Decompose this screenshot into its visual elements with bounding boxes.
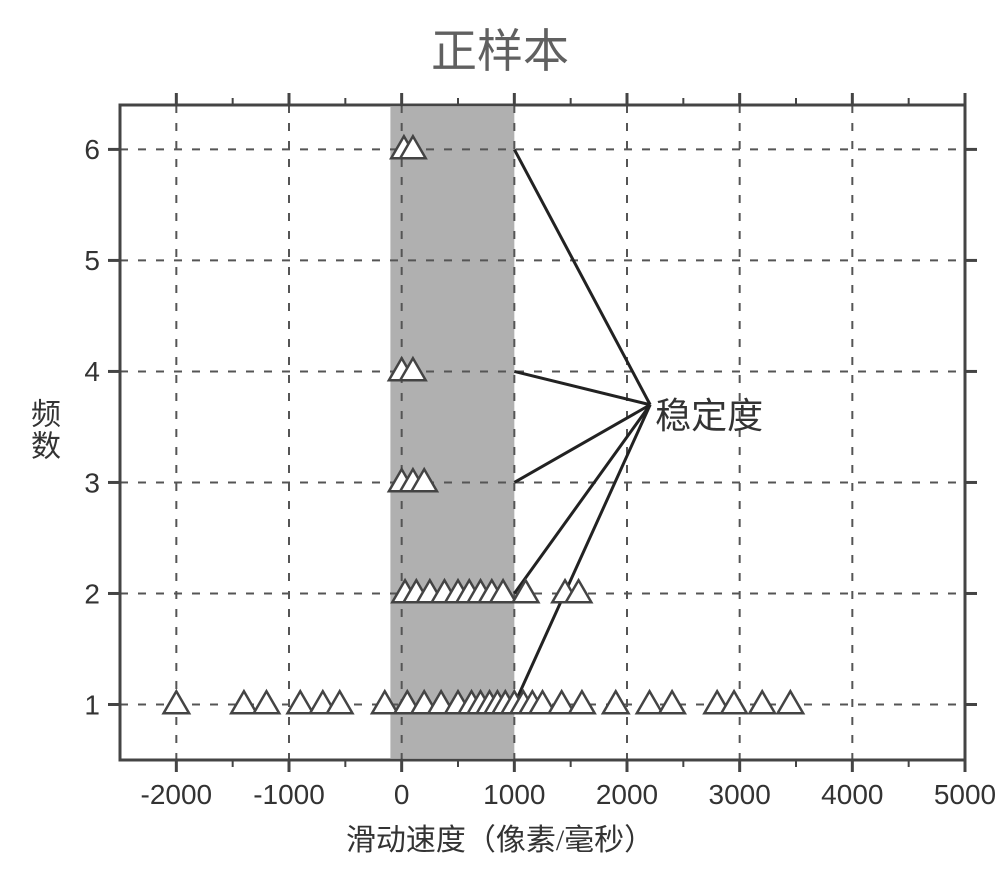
xtick-label: 4000 [821,779,883,810]
data-marker [327,691,353,713]
data-marker [254,691,280,713]
chart-container: 正样本 频数 滑动速度（像素/毫秒） 稳定度 -2000 -1000 0 1000 20… [0,0,1000,870]
data-marker [603,691,629,713]
ytick-label: 6 [84,134,100,165]
annotation-line [514,371,650,404]
data-marker [659,691,685,713]
xtick-label: -1000 [253,779,325,810]
x-axis-label: 滑动速度（像素/毫秒） [0,815,1000,859]
annotation-label: 稳定度 [655,387,763,439]
data-marker [637,691,663,713]
xtick-label: 0 [394,779,410,810]
xtick-label: 3000 [709,779,771,810]
chart-title: 正样本 [0,15,1000,81]
xtick-label: 2000 [596,779,658,810]
data-marker [231,691,257,713]
data-marker [164,691,190,713]
ytick-label: 3 [84,467,100,498]
data-marker [721,691,747,713]
ytick-label: 5 [84,245,100,276]
data-marker [749,691,775,713]
data-marker [569,691,595,713]
ytick-label: 1 [84,689,100,720]
data-marker [778,691,804,713]
annotation-line [514,405,650,705]
annotation-line [514,405,650,594]
xtick-label: 5000 [934,779,996,810]
y-axis-label: 频数 [20,398,64,462]
ytick-label: 4 [84,356,100,387]
annotation-line [514,149,650,404]
data-marker [288,691,314,713]
annotation-line [514,405,650,483]
chart-svg: -2000 -1000 0 1000 2000 3000 4000 5000 1 2 3 4 5 6 [0,0,1000,870]
xtick-label: -2000 [141,779,213,810]
xtick-label: 1000 [483,779,545,810]
shaded-region [390,107,514,758]
ytick-label: 2 [84,578,100,609]
